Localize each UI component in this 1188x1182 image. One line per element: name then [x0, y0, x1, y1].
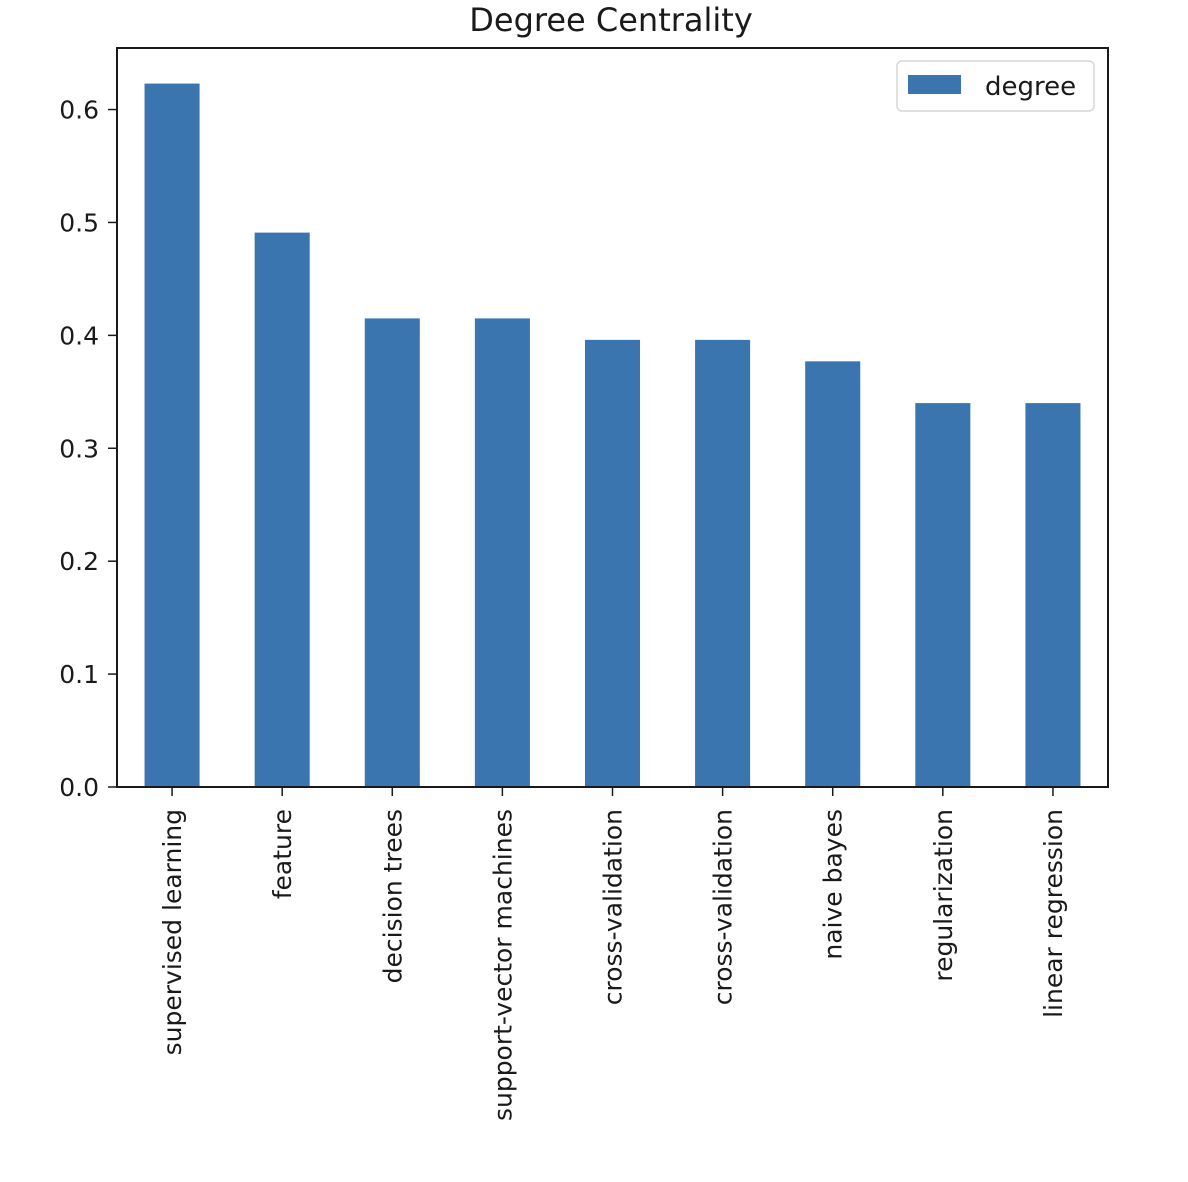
- legend-label: degree: [985, 72, 1076, 102]
- x-tick-label: supervised learning: [158, 809, 187, 1055]
- x-tick-label: naive bayes: [819, 809, 848, 960]
- x-tick-label: cross-validation: [709, 809, 738, 1005]
- bar: [1025, 403, 1081, 787]
- bar: [144, 83, 200, 788]
- bar: [915, 403, 971, 787]
- bar-series: [144, 83, 1081, 788]
- plot-frame: [116, 47, 1109, 788]
- x-tick-label: regularization: [929, 809, 958, 982]
- bar: [584, 339, 641, 787]
- legend-swatch: [908, 75, 961, 94]
- y-tick-label: 0.2: [59, 547, 99, 576]
- y-tick-label: 0.5: [59, 208, 99, 237]
- legend: degree: [896, 60, 1095, 112]
- y-tick-label: 0.3: [59, 434, 99, 463]
- bar: [805, 361, 861, 787]
- bar: [474, 318, 530, 787]
- legend-box: [896, 60, 1095, 112]
- x-tick-label: cross-validation: [599, 809, 628, 1005]
- bar: [254, 232, 310, 787]
- x-axis: supervised learning feature decision trees…: [158, 787, 1068, 1121]
- x-tick-label: linear regression: [1039, 809, 1068, 1018]
- bar: [695, 339, 751, 787]
- chart-title: Degree Centrality: [469, 1, 753, 39]
- bar: [364, 318, 420, 787]
- x-tick-label: support-vector machines: [488, 809, 517, 1121]
- y-axis: 0.0 0.1 0.2 0.3 0.4 0.5 0.6: [59, 96, 117, 802]
- y-tick-label: 0.6: [59, 96, 99, 125]
- y-tick-label: 0.1: [59, 660, 99, 689]
- x-tick-label: feature: [268, 809, 297, 899]
- y-tick-label: 0.0: [59, 773, 99, 802]
- y-tick-label: 0.4: [59, 321, 99, 350]
- x-tick-label: decision trees: [378, 809, 407, 983]
